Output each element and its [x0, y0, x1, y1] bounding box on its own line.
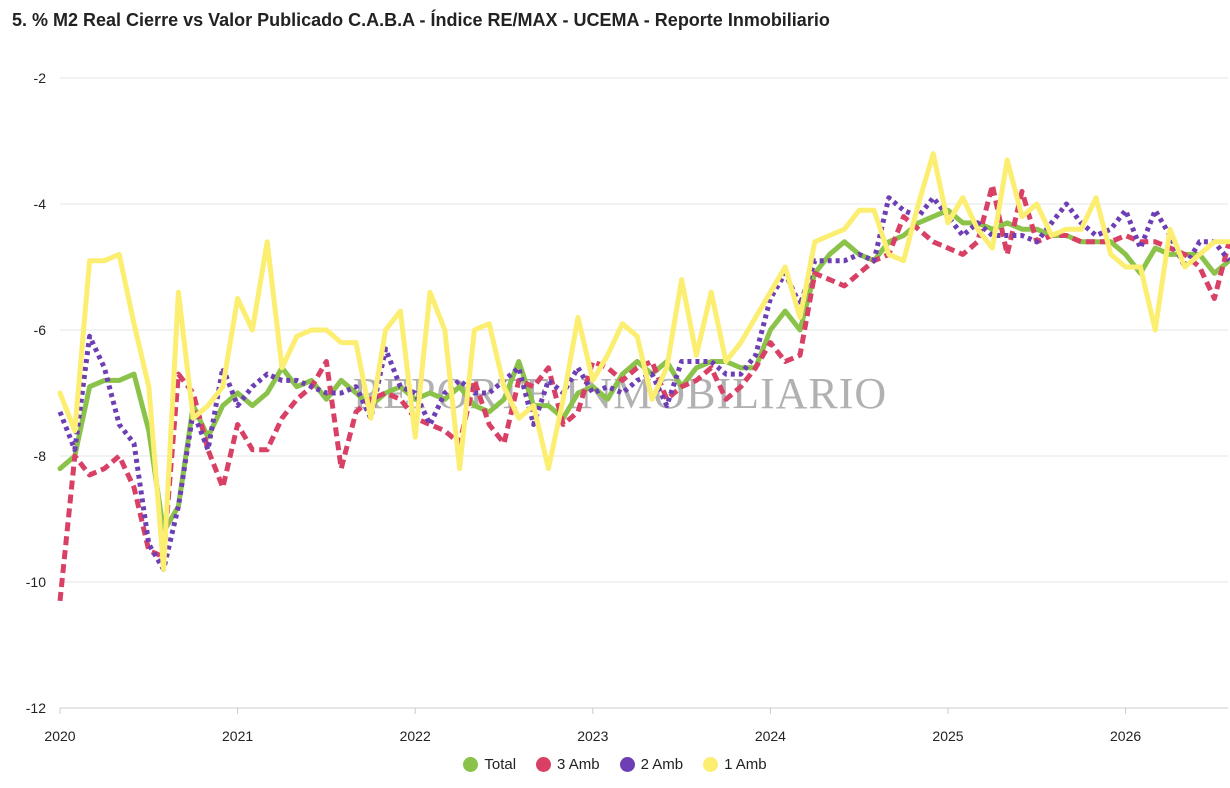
legend-label: 2 Amb: [640, 756, 684, 773]
series-lines: [57, 151, 1230, 602]
y-tick-label: -12: [26, 700, 46, 716]
y-tick-label: -4: [34, 196, 47, 212]
x-tick-label: 2020: [44, 728, 75, 744]
legend-marker-icon: [463, 757, 479, 772]
x-tick-label: 2023: [577, 728, 608, 744]
y-tick-label: -8: [34, 448, 47, 464]
legend-item-1-amb[interactable]: 1 Amb: [703, 756, 767, 773]
x-tick-label: 2024: [755, 728, 786, 744]
legend-marker-icon: [703, 757, 719, 772]
legend-marker-icon: [536, 757, 552, 772]
x-tick-label: 2022: [400, 728, 431, 744]
x-tick-label: 2025: [932, 728, 963, 744]
legend-label: 1 Amb: [724, 756, 767, 773]
legend-label: 3 Amb: [557, 756, 600, 773]
grid-lines: [60, 77, 1228, 709]
legend-marker-icon: [619, 757, 635, 772]
y-axis: -2 -4 -6 -8 -10 -12: [26, 70, 46, 716]
legend: Total 3 Amb 2 Amb 1 Amb: [0, 756, 1230, 773]
x-axis: 2020 2021 2022 2023 2024 2025 2026: [44, 707, 1228, 744]
y-tick-label: -6: [34, 322, 47, 338]
y-tick-label: -10: [26, 574, 46, 590]
legend-item-total[interactable]: Total: [463, 756, 516, 773]
x-tick-label: 2026: [1110, 728, 1141, 744]
chart-title: 5. % M2 Real Cierre vs Valor Publicado C…: [12, 10, 830, 30]
x-tick-label: 2021: [222, 728, 253, 744]
legend-item-3-amb[interactable]: 3 Amb: [536, 756, 600, 773]
legend-item-2-amb[interactable]: 2 Amb: [619, 756, 684, 773]
y-tick-label: -2: [34, 70, 47, 86]
legend-label: Total: [484, 756, 517, 773]
series-line-1-amb[interactable]: [57, 151, 1230, 572]
